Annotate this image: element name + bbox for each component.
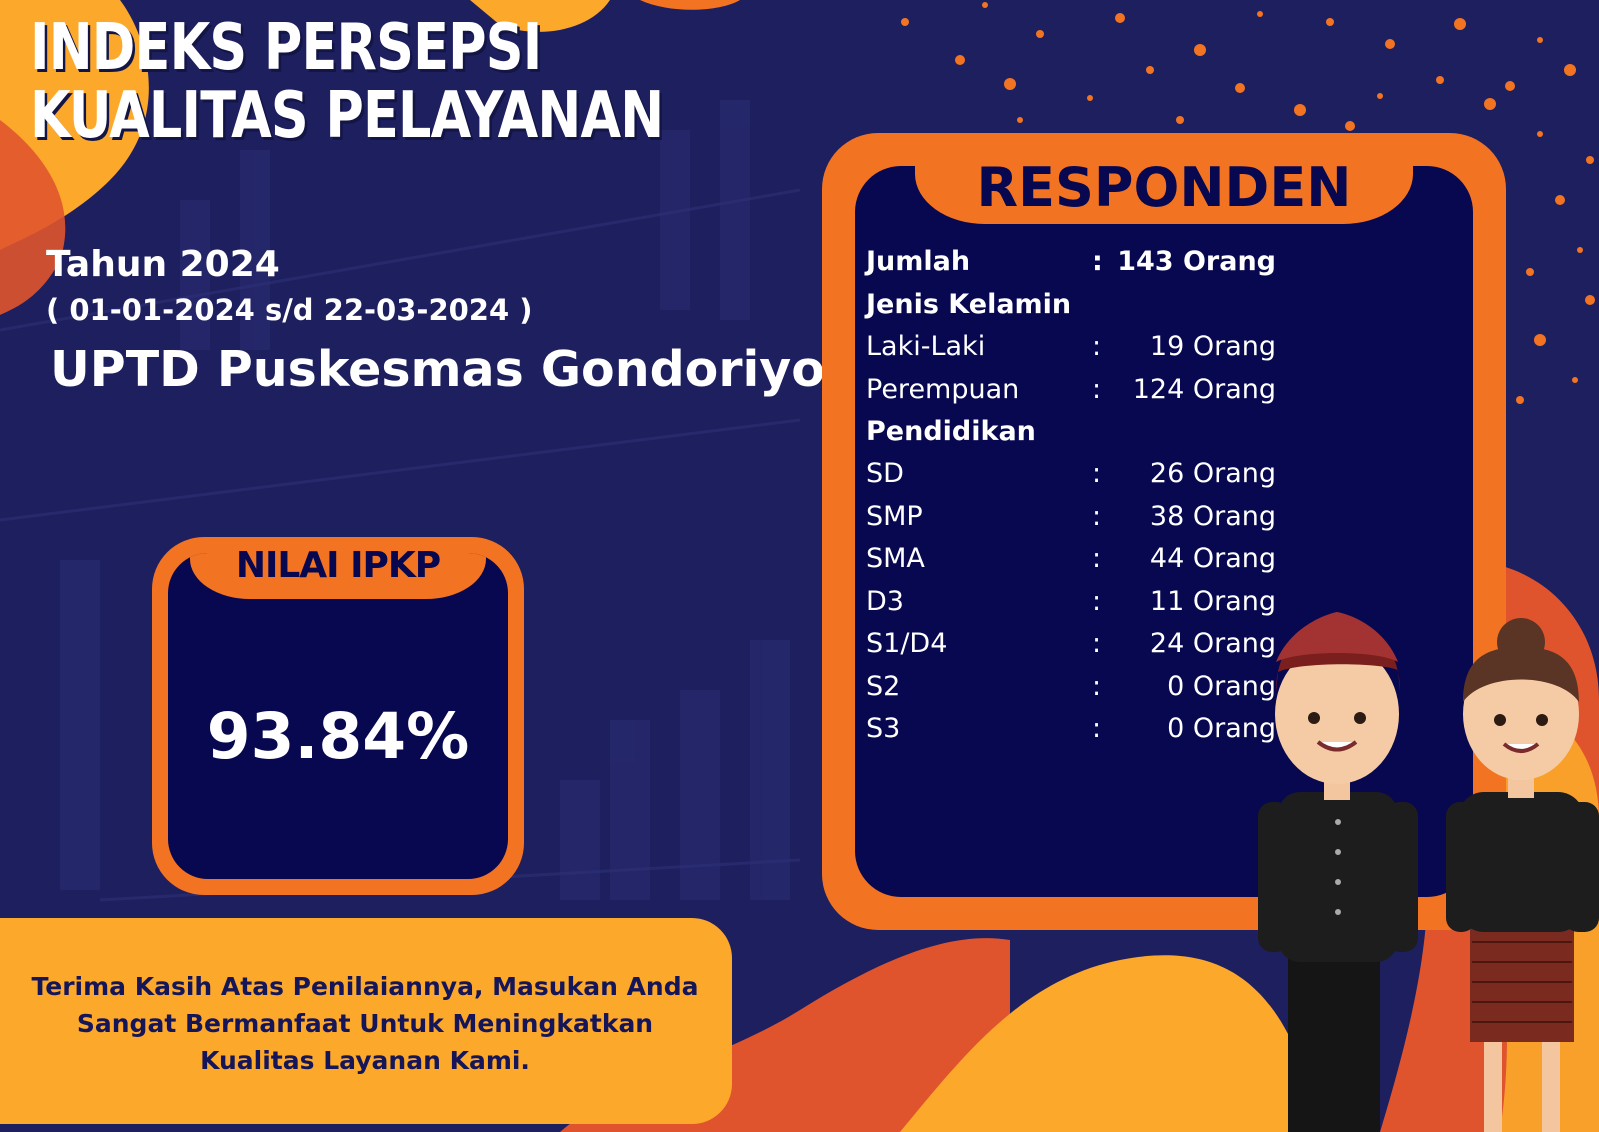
total-label: Jumlah	[866, 246, 971, 277]
education-row: S1/D4 : 24 Orang	[866, 628, 1276, 659]
decorative-dot	[1577, 247, 1583, 253]
decorative-dot	[1555, 195, 1565, 205]
separator: :	[1092, 246, 1103, 277]
gender-heading: Jenis Kelamin	[866, 289, 1072, 320]
decorative-dot	[1572, 377, 1578, 383]
thank-you-message: Terima Kasih Atas Penilaiannya, Masukan …	[31, 972, 699, 1075]
title-line-1: INDEKS PERSEPSI	[30, 11, 542, 85]
decorative-dot	[1004, 78, 1016, 90]
decorative-dot	[1526, 268, 1534, 276]
responden-card	[855, 166, 1473, 897]
decorative-dot	[1516, 396, 1524, 404]
responden-card-tab	[915, 166, 1413, 224]
nilai-card-tab	[190, 553, 486, 599]
decorative-dot	[901, 18, 909, 26]
decorative-dot	[1235, 83, 1245, 93]
decorative-dot	[1586, 156, 1594, 164]
decorative-dot	[1385, 39, 1395, 49]
decorative-dot	[1194, 44, 1206, 56]
title-line-2: KUALITAS PELAYANAN	[30, 79, 664, 153]
decorative-dot	[1294, 104, 1306, 116]
year-label: Tahun 2024	[46, 244, 280, 285]
total-value: 143 Orang	[1117, 246, 1276, 277]
decorative-dot	[1377, 93, 1383, 99]
total-row: Jumlah : 143 Orang	[866, 246, 1306, 288]
decorative-dot	[1087, 95, 1093, 101]
decorative-dot	[1534, 334, 1546, 346]
decorative-dot	[1017, 117, 1023, 123]
female-javanese-figure-icon	[1446, 618, 1599, 1132]
decorative-dot	[1345, 121, 1355, 131]
decorative-dot	[1505, 81, 1515, 91]
education-heading: Pendidikan	[866, 416, 1036, 447]
unit-name: UPTD Puskesmas Gondoriyo	[50, 341, 825, 398]
male-javanese-figure-icon	[1258, 612, 1418, 1132]
education-row: S2 : 0 Orang	[866, 671, 1276, 702]
decorative-dot	[1537, 131, 1543, 137]
education-row: D3 : 11 Orang	[866, 586, 1276, 617]
people-illustration	[1258, 612, 1599, 1132]
period-label: ( 01-01-2024 s/d 22-03-2024 )	[46, 293, 533, 327]
decorative-dot	[1436, 76, 1444, 84]
decorative-dot	[1454, 18, 1466, 30]
gender-row: Perempuan : 124 Orang	[866, 374, 1276, 405]
decorative-dot	[1585, 295, 1595, 305]
decorative-dot	[1484, 98, 1496, 110]
nilai-value: 93.84%	[206, 700, 470, 773]
education-row: SMA : 44 Orang	[866, 543, 1276, 574]
decorative-dot	[1537, 37, 1543, 43]
decorative-dot	[1564, 64, 1576, 76]
decorative-dot	[1115, 13, 1125, 23]
education-row: S3 : 0 Orang	[866, 713, 1276, 744]
decorative-dot	[1326, 18, 1334, 26]
decorative-dot	[1036, 30, 1044, 38]
nilai-card	[168, 553, 508, 879]
decorative-dot	[955, 55, 965, 65]
page-title: INDEKS PERSEPSI KUALITAS PELAYANAN	[30, 11, 664, 153]
decorative-dot	[1146, 66, 1154, 74]
decorative-dot	[982, 2, 988, 8]
education-row: SMP : 38 Orang	[866, 501, 1276, 532]
decorative-dot	[1257, 11, 1263, 17]
responden-title: RESPONDEN	[976, 156, 1352, 219]
decorative-dot	[1176, 116, 1184, 124]
nilai-label: NILAI IPKP	[235, 545, 441, 586]
thank-you-banner	[0, 918, 732, 1124]
gender-row: Laki-Laki : 19 Orang	[866, 331, 1276, 362]
education-row: SD : 26 Orang	[866, 458, 1276, 489]
